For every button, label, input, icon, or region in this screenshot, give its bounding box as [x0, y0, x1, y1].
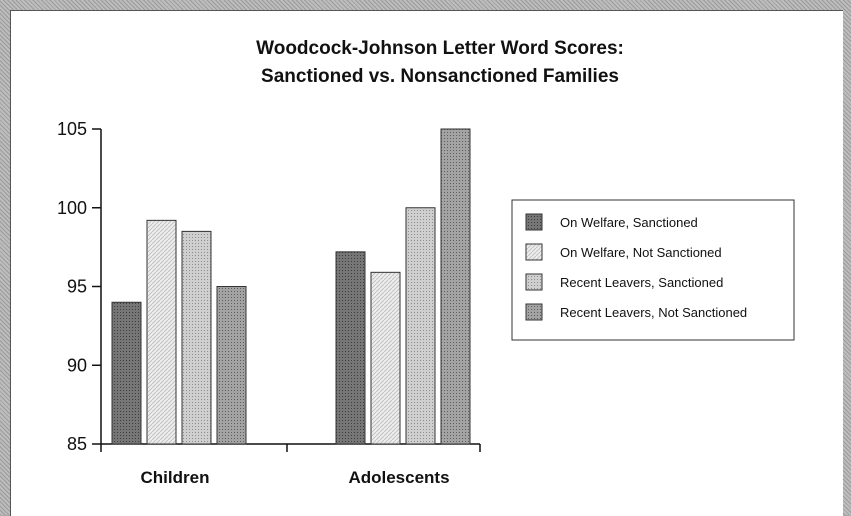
bar: [181, 230, 212, 445]
x-category-label: Children: [141, 468, 210, 487]
chart-title-line-2: Sanctioned vs. Nonsanctioned Families: [261, 66, 619, 87]
legend-swatch: [525, 243, 543, 261]
bars: [111, 128, 471, 445]
legend-label: Recent Leavers, Sanctioned: [560, 275, 723, 290]
legend-label: On Welfare, Not Sanctioned: [560, 245, 722, 260]
legend-label: On Welfare, Sanctioned: [560, 215, 698, 230]
chart-title-line-1: Woodcock-Johnson Letter Word Scores:: [256, 38, 624, 59]
y-tick-label: 85: [67, 434, 87, 454]
bar: [111, 301, 142, 445]
bar: [440, 128, 471, 445]
legend-swatch: [525, 213, 543, 231]
legend: On Welfare, Sanctioned On Welfare, Not Sa…: [511, 199, 795, 341]
axes: 105 100 95 90 85 Children Adolescents: [57, 119, 481, 487]
legend-swatch: [525, 303, 543, 321]
bar: [216, 286, 247, 445]
y-tick-label: 95: [67, 277, 87, 297]
legend-label: Recent Leavers, Not Sanctioned: [560, 305, 747, 320]
bar: [370, 271, 401, 445]
x-category-label: Adolescents: [348, 468, 449, 487]
bar: [405, 207, 436, 445]
bar: [335, 251, 366, 445]
y-tick-label: 105: [57, 119, 87, 139]
y-tick-label: 90: [67, 355, 87, 375]
y-tick-label: 100: [57, 198, 87, 218]
legend-box: [511, 199, 795, 341]
legend-swatch: [525, 273, 543, 291]
bar: [146, 219, 177, 445]
